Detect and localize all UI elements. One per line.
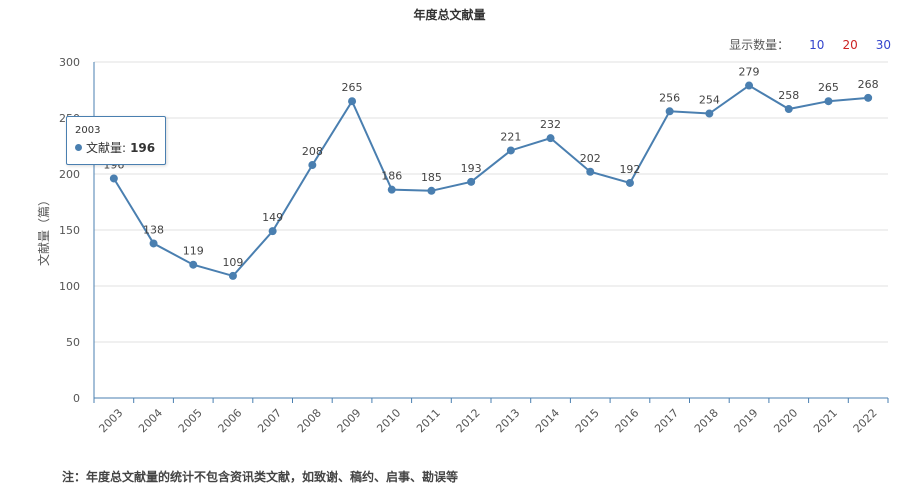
x-tick-label: 2017 (652, 406, 681, 435)
data-point (665, 107, 674, 116)
chart-title: 年度总文献量 (413, 8, 486, 22)
data-labels: 196 138 119 109 149 208 265 186 185 193 221 232 202 1… (103, 66, 878, 269)
data-point (864, 93, 873, 102)
footnote: 注：年度总文献量的统计不包含资讯类文献，如致谢、稿约、启事、勘误等 (62, 470, 459, 484)
tooltip-series-name: 文献量 (86, 141, 123, 155)
x-tick-label: 2016 (613, 406, 642, 435)
tooltip: 2003 文献量: 196 (66, 116, 167, 165)
data-point (348, 97, 357, 106)
data-label: 265 (818, 81, 839, 94)
data-label: 119 (183, 245, 204, 258)
data-label: 254 (699, 94, 720, 107)
data-point (109, 174, 118, 183)
x-tick-label: 2004 (136, 406, 165, 435)
data-point (467, 177, 476, 186)
y-tick-labels: 050100150200250300 (59, 56, 80, 405)
data-label: 279 (739, 66, 760, 79)
data-label: 232 (540, 118, 561, 131)
y-tick-label: 150 (59, 224, 80, 237)
data-point (506, 146, 515, 155)
data-point (308, 161, 317, 170)
axes (93, 62, 889, 403)
x-tick-label: 2006 (216, 406, 245, 435)
data-point (586, 167, 595, 176)
data-point (228, 271, 237, 280)
x-tick-label: 2021 (811, 406, 840, 435)
data-label: 265 (342, 81, 363, 94)
series-line (112, 84, 869, 278)
x-tick-label: 2007 (255, 406, 284, 435)
x-tick-label: 2014 (533, 406, 562, 435)
x-tick-label: 2013 (493, 406, 522, 435)
data-label: 186 (381, 170, 402, 183)
x-tick-label: 2018 (692, 406, 721, 435)
data-point (784, 105, 793, 114)
x-tick-label: 2019 (732, 406, 761, 435)
display-count-selector: 显示数量： 10 20 30 (729, 36, 891, 53)
data-label: 221 (500, 130, 521, 143)
grid-lines (94, 61, 888, 343)
x-tick-labels: 2003 2004 2005 2006 2007 2008 2009 2010 2011 2012… (96, 406, 879, 435)
display-count-option-10[interactable]: 10 (809, 37, 825, 52)
data-point (149, 239, 158, 248)
data-points (109, 81, 873, 280)
data-point (705, 109, 714, 118)
data-point (745, 81, 754, 90)
data-point (625, 178, 634, 187)
x-tick-label: 2009 (335, 406, 364, 435)
y-tick-label: 0 (73, 392, 80, 405)
x-tick-label: 2012 (454, 406, 483, 435)
data-label: 193 (461, 162, 482, 175)
data-point (189, 260, 198, 269)
data-label: 185 (421, 171, 442, 184)
data-label: 138 (143, 223, 164, 236)
data-point (387, 185, 396, 194)
x-tick-label: 2011 (414, 406, 443, 435)
line-chart: 050100150200250300 200320042005200620072… (36, 56, 889, 435)
y-tick-label: 100 (59, 280, 80, 293)
y-tick-label: 300 (59, 56, 80, 69)
y-tick-label: 50 (66, 336, 80, 349)
series-line-path (112, 84, 869, 278)
tooltip-value: 196 (130, 140, 156, 155)
y-axis-label: 文献量（篇） (36, 194, 51, 266)
data-label: 256 (659, 91, 680, 104)
data-point (427, 186, 436, 195)
display-count-label: 显示数量： (729, 38, 790, 52)
display-count-option-30[interactable]: 30 (875, 37, 891, 52)
data-label: 149 (262, 211, 283, 224)
data-label: 258 (778, 89, 799, 102)
data-label: 202 (580, 152, 601, 165)
data-label: 192 (619, 163, 640, 176)
y-tick-label: 200 (59, 168, 80, 181)
x-tick-label: 2010 (374, 406, 403, 435)
x-tick-label: 2008 (295, 406, 324, 435)
x-tick-label: 2003 (96, 406, 125, 435)
tooltip-year: 2003 (75, 125, 101, 136)
x-tick-label: 2020 (771, 406, 800, 435)
data-point (546, 134, 555, 143)
data-point (268, 227, 277, 236)
data-label: 268 (858, 78, 879, 91)
x-tick-label: 2005 (176, 406, 205, 435)
x-tick-label: 2015 (573, 406, 602, 435)
x-tick-label: 2022 (851, 406, 880, 435)
display-count-option-20[interactable]: 20 (842, 37, 858, 52)
data-label: 208 (302, 145, 323, 158)
tooltip-series-marker (75, 144, 82, 151)
data-label: 109 (222, 256, 243, 269)
data-point (824, 97, 833, 106)
